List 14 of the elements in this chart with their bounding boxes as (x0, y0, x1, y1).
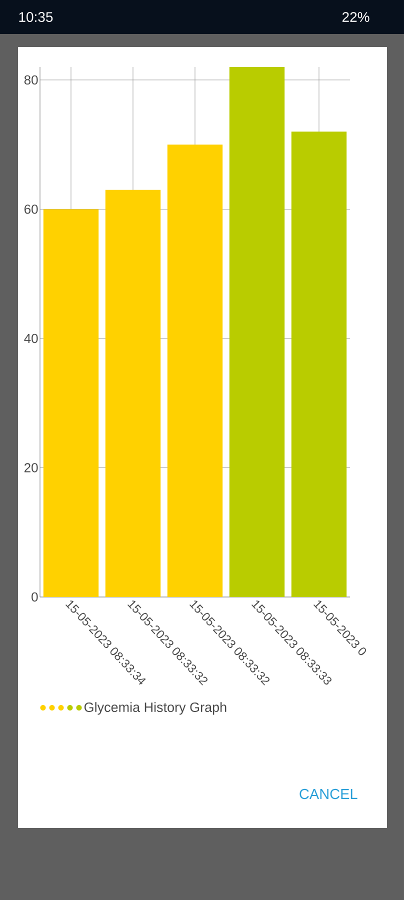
y-tick-label: 20 (24, 463, 38, 472)
y-tick-label: 60 (24, 204, 38, 214)
y-tick-label: 80 (24, 75, 38, 85)
legend-label: Glycemia History Graph (84, 702, 226, 715)
bar (167, 144, 223, 597)
y-tick-label: 0 (32, 592, 38, 602)
text: 10:35 (19, 12, 53, 22)
bar (291, 132, 347, 597)
bar (43, 209, 99, 597)
text: CANCEL (300, 788, 358, 800)
text: 22% (342, 12, 370, 22)
y-tick-label: 40 (24, 334, 38, 344)
bar (105, 190, 161, 597)
bar (229, 67, 285, 597)
